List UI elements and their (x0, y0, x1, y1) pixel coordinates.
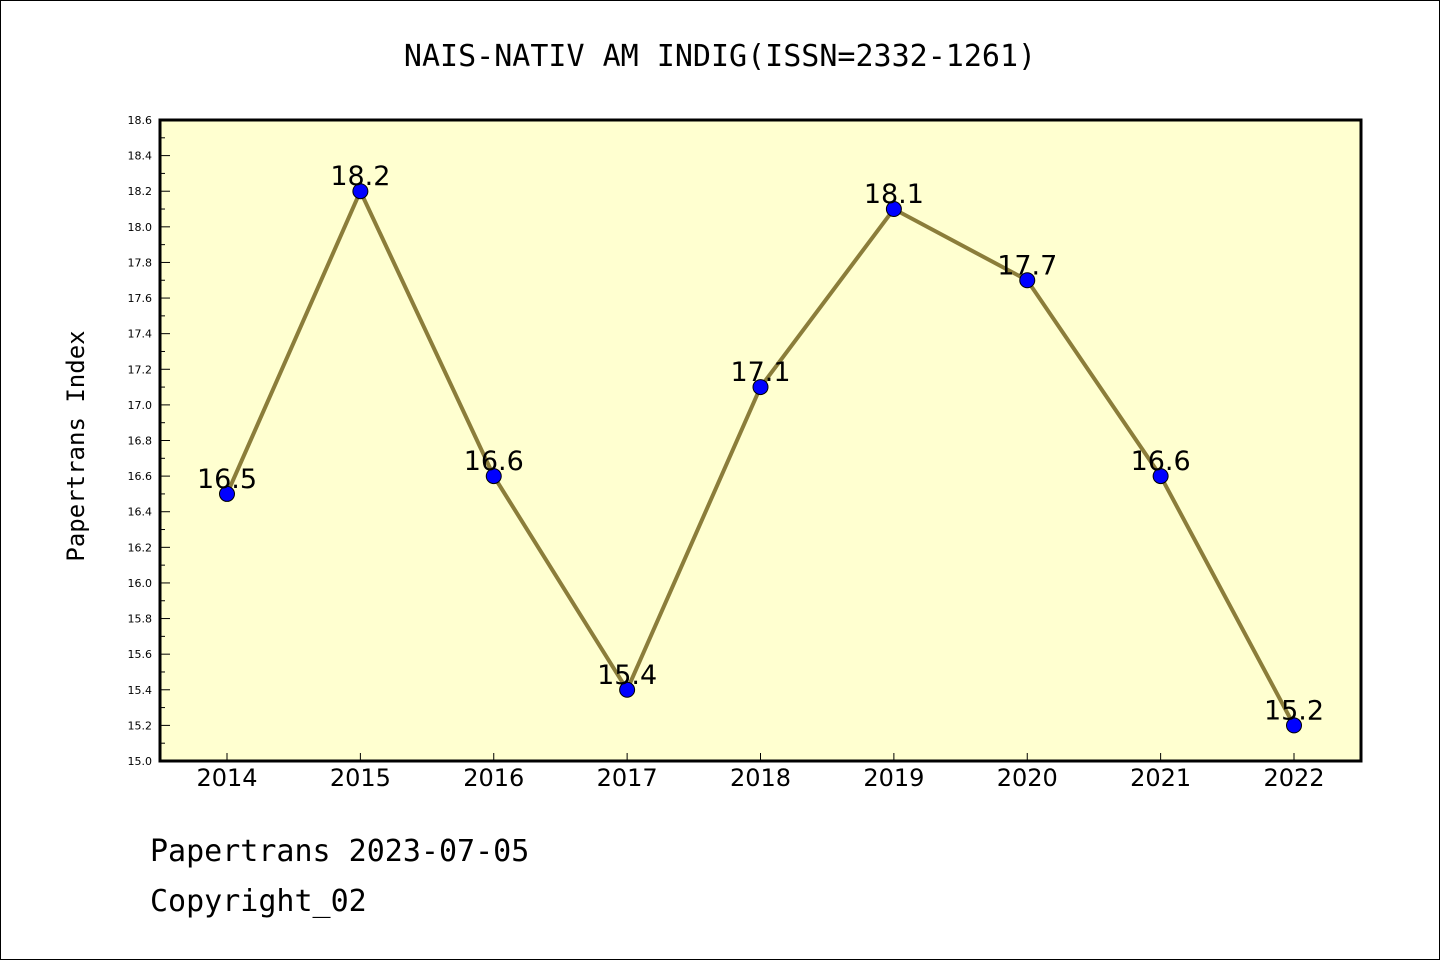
x-tick-label: 2021 (1130, 764, 1191, 792)
data-label: 15.2 (1264, 695, 1324, 726)
x-axis: 2014 2015 2016 2017 2018 2019 2020 2021 2022 (196, 753, 1325, 792)
data-label: 16.6 (464, 446, 524, 477)
x-tick-label: 2015 (330, 764, 391, 792)
data-label: 16.6 (1131, 446, 1191, 477)
x-tick-label: 2019 (863, 764, 924, 792)
x-tick-label: 2020 (997, 764, 1058, 792)
data-point (885, 201, 902, 218)
plot-area (158, 118, 1363, 763)
data-label: 15.4 (597, 660, 657, 691)
chart-title: NAIS-NATIV AM INDIG(ISSN=2332-1261) (404, 39, 1036, 74)
x-tick-label: 2018 (730, 764, 791, 792)
y-tick-label: 15.6 (128, 648, 153, 661)
data-point (1019, 272, 1036, 289)
y-tick-label: 18.2 (128, 185, 153, 198)
y-tick-label: 18.6 (128, 114, 153, 127)
data-point (1286, 717, 1302, 734)
x-tick-label: 2022 (1263, 764, 1324, 792)
data-point (219, 485, 235, 502)
data-label: 17.1 (730, 357, 790, 388)
y-tick-label: 17.8 (128, 256, 153, 269)
footer-copyright: Copyright_02 (150, 884, 367, 919)
data-point (352, 183, 369, 200)
y-tick-label: 16.8 (128, 435, 153, 448)
x-tick-label: 2014 (196, 764, 257, 792)
data-point (752, 379, 769, 396)
y-tick-label: 16.2 (128, 541, 153, 554)
data-label: 16.5 (197, 464, 257, 495)
y-tick-label: 15.4 (128, 684, 153, 697)
y-tick-label: 16.6 (128, 470, 153, 483)
series-layer: 16.5 18.2 16.6 15.4 17.1 18.1 17.7 16.6 15.2 (197, 161, 1324, 734)
data-label: 18.1 (864, 179, 924, 210)
y-axis: 15.0 15.2 15.4 15.6 15.8 16.0 16.2 16.4 16.6 16.8… (128, 114, 170, 768)
data-point (485, 468, 502, 485)
y-axis-label: Papertrans Index (62, 330, 90, 561)
x-tick-label: 2017 (597, 764, 658, 792)
data-label: 17.7 (997, 250, 1057, 281)
y-tick-label: 16.0 (128, 577, 153, 590)
y-tick-label: 17.6 (128, 292, 153, 305)
y-tick-label: 15.0 (128, 755, 153, 768)
y-tick-label: 18.0 (128, 221, 153, 234)
footer-date: Papertrans 2023-07-05 (150, 834, 530, 869)
y-tick-label: 15.8 (128, 613, 153, 626)
x-tick-label: 2016 (463, 764, 524, 792)
y-tick-label: 17.4 (128, 328, 153, 341)
y-tick-label: 16.4 (128, 506, 153, 519)
y-tick-label: 17.2 (128, 363, 153, 376)
data-point (1152, 468, 1169, 485)
y-tick-label: 18.4 (128, 150, 153, 163)
data-label: 18.2 (330, 161, 390, 192)
y-tick-label: 17.0 (128, 399, 153, 412)
data-point (619, 681, 636, 698)
y-tick-label: 15.2 (128, 719, 153, 732)
